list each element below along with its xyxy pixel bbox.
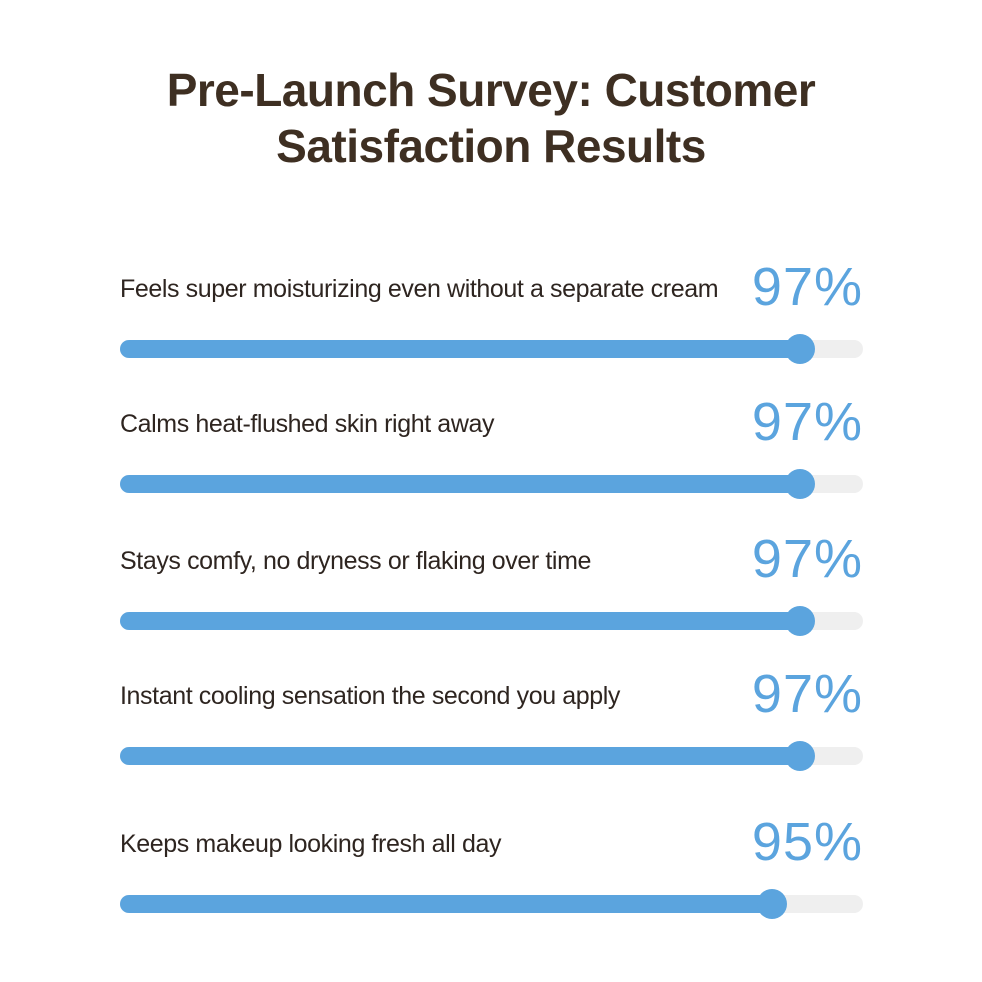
survey-item: Feels super moisturizing even without a … [120, 248, 863, 364]
survey-item-label: Feels super moisturizing even without a … [120, 275, 719, 303]
progress-track [120, 606, 863, 636]
progress-track [120, 334, 863, 364]
survey-item-percent: 97% [751, 392, 863, 452]
survey-item-label: Stays comfy, no dryness or flaking over … [120, 547, 592, 575]
progress-track [120, 469, 863, 499]
survey-item-percent: 95% [751, 812, 863, 872]
progress-fill [120, 340, 800, 358]
progress-knob [785, 334, 815, 364]
progress-track [120, 741, 863, 771]
chart-title-line-1: Pre-Launch Survey: Customer [166, 64, 816, 116]
progress-fill [120, 895, 772, 913]
survey-item-label: Instant cooling sensation the second you… [120, 682, 621, 710]
survey-item-percent: 97% [751, 529, 863, 589]
survey-item-label: Keeps makeup looking fresh all day [120, 830, 502, 858]
survey-item-label: Calms heat-flushed skin right away [120, 410, 495, 438]
survey-item: Calms heat-flushed skin right away 97% [120, 383, 863, 499]
progress-fill [120, 475, 800, 493]
progress-fill [120, 747, 800, 765]
survey-item-percent: 97% [751, 664, 863, 724]
survey-item: Instant cooling sensation the second you… [120, 655, 863, 771]
survey-item-percent: 97% [751, 257, 863, 317]
progress-knob [785, 469, 815, 499]
chart-title-line-2: Satisfaction Results [276, 120, 706, 172]
progress-knob [757, 889, 787, 919]
chart-title: Pre-Launch Survey: Customer Satisfaction… [0, 62, 982, 174]
progress-fill [120, 612, 800, 630]
progress-track [120, 889, 863, 919]
progress-knob [785, 741, 815, 771]
survey-item: Keeps makeup looking fresh all day 95% [120, 803, 863, 919]
progress-knob [785, 606, 815, 636]
survey-item: Stays comfy, no dryness or flaking over … [120, 520, 863, 636]
